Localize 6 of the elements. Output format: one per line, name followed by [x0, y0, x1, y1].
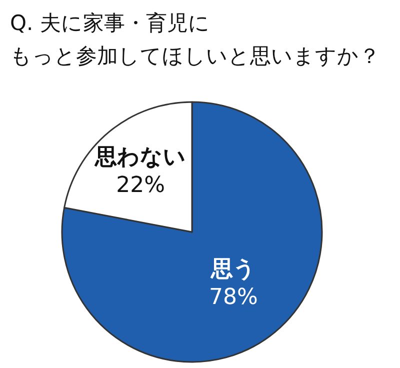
- title: Q. 夫に家事・育児に: [10, 11, 210, 35]
- category-label: 思わない: [95, 144, 186, 170]
- value-label: 22%: [116, 172, 166, 198]
- value-label: 78%: [208, 285, 258, 310]
- subtitle: もっと参加してほしいと思いますか？: [10, 44, 380, 68]
- category-label: 思う: [210, 257, 256, 282]
